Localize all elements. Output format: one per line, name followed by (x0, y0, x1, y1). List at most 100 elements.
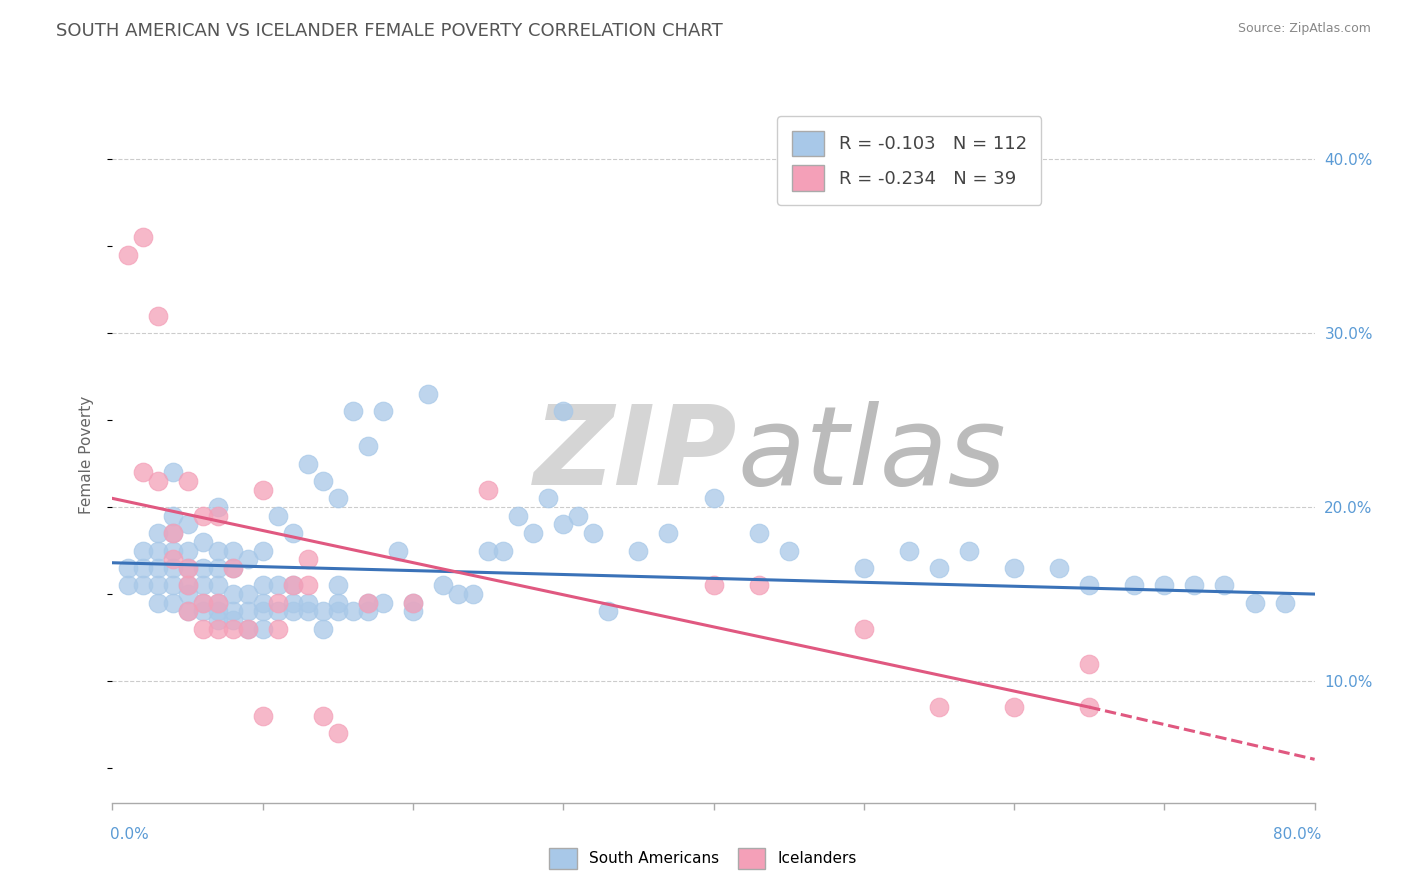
Text: Source: ZipAtlas.com: Source: ZipAtlas.com (1237, 22, 1371, 36)
Point (117, 561, 139, 575)
Point (537, 491, 560, 506)
Point (1213, 578, 1236, 592)
Point (117, 578, 139, 592)
Point (342, 605, 364, 619)
Point (162, 561, 184, 575)
Point (176, 517, 198, 532)
Point (326, 726, 349, 740)
Text: 0.0%: 0.0% (110, 827, 149, 841)
Point (582, 526, 605, 541)
Point (176, 561, 198, 575)
Point (131, 466, 153, 480)
Point (492, 543, 515, 558)
Point (162, 596, 184, 610)
Point (748, 526, 770, 541)
Point (236, 552, 259, 566)
Text: ZIP: ZIP (534, 401, 738, 508)
Point (191, 596, 214, 610)
Point (236, 622, 259, 636)
Point (447, 587, 470, 601)
Point (191, 578, 214, 592)
Point (1078, 700, 1101, 714)
Point (176, 474, 198, 488)
Point (312, 708, 335, 723)
Point (207, 622, 229, 636)
Point (252, 543, 274, 558)
Point (267, 605, 290, 619)
Text: atlas: atlas (738, 401, 1007, 508)
Point (131, 578, 153, 592)
Point (627, 543, 650, 558)
Point (207, 543, 229, 558)
Point (657, 526, 679, 541)
Legend: South Americans, Icelanders: South Americans, Icelanders (543, 841, 863, 875)
Point (1153, 578, 1175, 592)
Point (567, 508, 589, 523)
Point (146, 578, 169, 592)
Point (252, 596, 274, 610)
Point (267, 596, 290, 610)
Point (357, 439, 380, 453)
Point (176, 578, 198, 592)
Point (1047, 561, 1070, 575)
Point (357, 605, 380, 619)
Point (1078, 657, 1101, 671)
Text: SOUTH AMERICAN VS ICELANDER FEMALE POVERTY CORRELATION CHART: SOUTH AMERICAN VS ICELANDER FEMALE POVER… (56, 22, 723, 40)
Point (191, 508, 214, 523)
Point (297, 605, 319, 619)
Point (267, 622, 290, 636)
Point (191, 561, 214, 575)
Point (176, 578, 198, 592)
Point (281, 596, 304, 610)
Point (357, 596, 380, 610)
Point (207, 561, 229, 575)
Point (176, 587, 198, 601)
Y-axis label: Female Poverty: Female Poverty (79, 396, 94, 514)
Point (222, 605, 245, 619)
Point (402, 596, 425, 610)
Point (222, 561, 245, 575)
Point (191, 622, 214, 636)
Point (281, 578, 304, 592)
Point (252, 708, 274, 723)
Point (461, 587, 484, 601)
Point (312, 605, 335, 619)
Point (1243, 596, 1265, 610)
Point (162, 543, 184, 558)
Point (402, 605, 425, 619)
Point (117, 248, 139, 262)
Point (928, 561, 950, 575)
Point (1002, 561, 1025, 575)
Point (191, 534, 214, 549)
Point (176, 543, 198, 558)
Point (252, 605, 274, 619)
Point (1002, 700, 1025, 714)
Point (778, 543, 800, 558)
Point (252, 578, 274, 592)
Point (131, 543, 153, 558)
Point (371, 596, 394, 610)
Point (508, 508, 530, 523)
Point (207, 508, 229, 523)
Point (146, 596, 169, 610)
Point (387, 543, 409, 558)
Point (897, 543, 920, 558)
Point (162, 526, 184, 541)
Point (207, 596, 229, 610)
Point (191, 605, 214, 619)
Point (297, 578, 319, 592)
Point (162, 552, 184, 566)
Point (702, 491, 725, 506)
Point (852, 561, 875, 575)
Point (236, 605, 259, 619)
Point (477, 483, 499, 497)
Point (146, 526, 169, 541)
Point (1184, 578, 1206, 592)
Point (326, 578, 349, 592)
Point (326, 491, 349, 506)
Point (162, 578, 184, 592)
Point (522, 526, 544, 541)
Point (252, 622, 274, 636)
Point (176, 561, 198, 575)
Point (416, 387, 439, 401)
